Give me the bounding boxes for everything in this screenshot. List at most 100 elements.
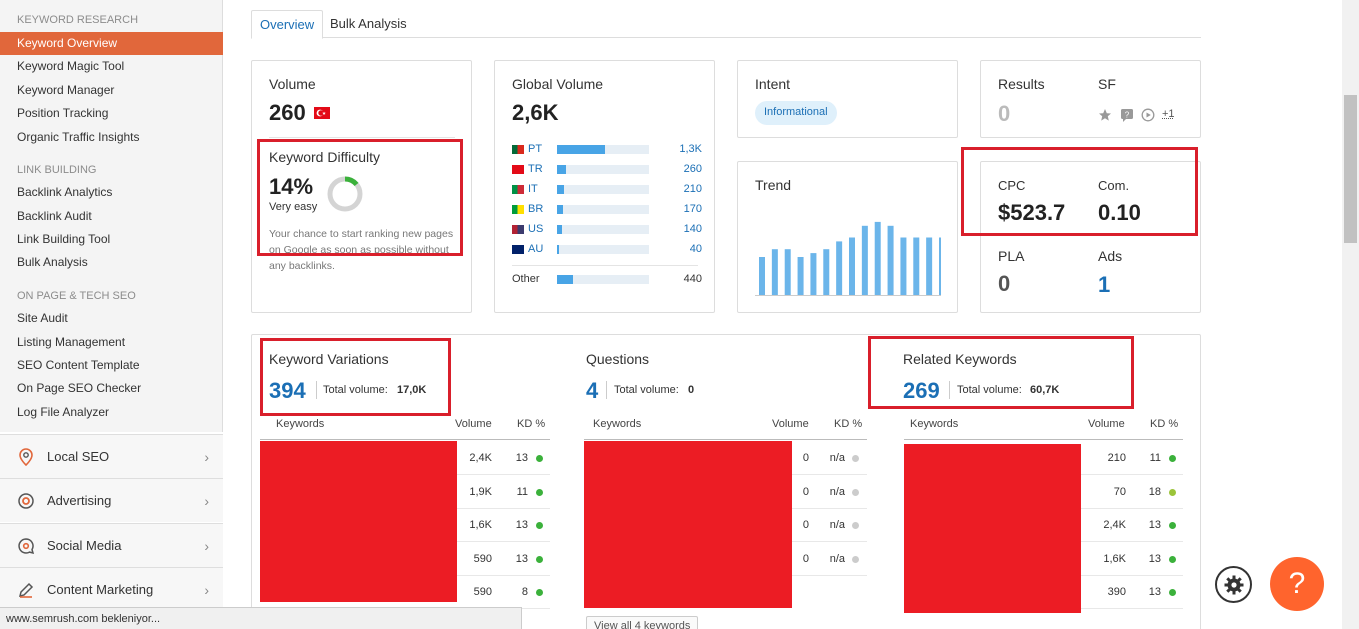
- scrollbar-thumb[interactable]: [1344, 95, 1357, 243]
- other-label: Other: [512, 273, 540, 285]
- country-code: IT: [528, 183, 538, 195]
- ads-value[interactable]: 1: [1098, 272, 1111, 297]
- variations-title[interactable]: Keyword Variations: [269, 351, 389, 367]
- related-count[interactable]: 269: [903, 378, 940, 403]
- row-kd: 13: [1148, 586, 1161, 598]
- chat-bubble-icon: [17, 537, 35, 555]
- sidebar-item-backlink-audit[interactable]: Backlink Audit: [17, 209, 92, 223]
- variations-count[interactable]: 394: [269, 378, 306, 403]
- trend-bar[interactable]: [759, 257, 765, 296]
- row-volume: 1,9K: [469, 485, 492, 498]
- sidebar-item-site-audit[interactable]: Site Audit: [17, 311, 68, 325]
- row-kd: 11: [516, 485, 528, 498]
- help-button[interactable]: ?: [1270, 557, 1324, 611]
- redacted-keywords-questions: [584, 441, 792, 608]
- sidebar-item-organic-traffic-insights[interactable]: Organic Traffic Insights: [17, 130, 140, 144]
- related-title[interactable]: Related Keywords: [903, 351, 1017, 367]
- sf-more-link[interactable]: +1: [1162, 108, 1175, 120]
- row-volume: 1,6K: [469, 519, 492, 531]
- global-volume-value: 2,6K: [512, 100, 559, 125]
- chevron-right-icon: ›: [204, 537, 209, 554]
- chevron-right-icon: ›: [204, 581, 209, 598]
- questions-count[interactable]: 4: [586, 378, 599, 403]
- col-keywords[interactable]: Keywords: [910, 418, 959, 430]
- sidebar-item-position-tracking[interactable]: Position Tracking: [17, 106, 109, 120]
- questions-title[interactable]: Questions: [586, 351, 650, 367]
- faq-icon: ?: [1120, 108, 1134, 127]
- trend-bar[interactable]: [939, 237, 941, 297]
- row-volume: 0: [802, 552, 809, 565]
- country-flag-icon: [512, 165, 524, 174]
- intent-badge: Informational: [755, 101, 837, 125]
- global-volume-row[interactable]: PT 1,3K: [512, 143, 702, 157]
- sidebar-group-local-seo[interactable]: Local SEO ›: [0, 434, 223, 478]
- sidebar-item-backlink-analytics[interactable]: Backlink Analytics: [17, 185, 113, 199]
- section-on-page-tech-seo: ON PAGE & TECH SEO: [17, 290, 136, 302]
- trend-bar[interactable]: [797, 257, 804, 296]
- variations-total-label: Total volume:: [323, 384, 388, 396]
- sidebar-group-content-marketing[interactable]: Content Marketing ›: [0, 567, 223, 611]
- redacted-keywords-related: [904, 444, 1081, 613]
- trend-label: Trend: [755, 177, 792, 193]
- tab-overview[interactable]: Overview: [251, 10, 324, 39]
- sidebar-item-bulk-analysis[interactable]: Bulk Analysis: [17, 255, 88, 269]
- view-all-questions-button[interactable]: View all 4 keywords: [586, 616, 699, 629]
- settings-button[interactable]: [1215, 566, 1252, 603]
- trend-bar[interactable]: [836, 241, 843, 296]
- country-volume: 260: [683, 163, 702, 175]
- sidebar-item-seo-content-template[interactable]: SEO Content Template: [17, 358, 140, 372]
- kd-status-dot: [536, 522, 543, 529]
- sidebar-item-keyword-overview[interactable]: Keyword Overview: [0, 32, 223, 55]
- sidebar-group-advertising[interactable]: Advertising ›: [0, 478, 223, 522]
- global-volume-row[interactable]: TR 260: [512, 163, 702, 177]
- trend-bar[interactable]: [874, 221, 881, 296]
- trend-bar[interactable]: [784, 249, 791, 296]
- sidebar-item-log-file-analyzer[interactable]: Log File Analyzer: [17, 405, 110, 419]
- trend-bar[interactable]: [810, 253, 817, 296]
- row-volume: 390: [1107, 586, 1126, 598]
- col-volume[interactable]: Volume: [1088, 418, 1125, 430]
- row-kd: n/a: [829, 485, 845, 498]
- col-volume[interactable]: Volume: [772, 418, 809, 430]
- header-underline: [260, 439, 550, 440]
- row-kd: n/a: [829, 452, 845, 464]
- col-volume[interactable]: Volume: [455, 418, 492, 430]
- trend-bar[interactable]: [861, 225, 868, 296]
- global-volume-card: Global Volume 2,6K PT 1,3K TR 260 IT 210 BR 170…: [494, 60, 715, 313]
- global-volume-row[interactable]: IT 210: [512, 183, 702, 197]
- col-keywords[interactable]: Keywords: [593, 418, 642, 430]
- col-kd[interactable]: KD %: [834, 418, 863, 430]
- global-volume-row[interactable]: BR 170: [512, 203, 702, 217]
- row-kd: 8: [521, 586, 528, 598]
- sidebar-group-label: Content Marketing: [47, 582, 154, 597]
- trend-bar[interactable]: [849, 237, 855, 297]
- sidebar-group-social-media[interactable]: Social Media ›: [0, 523, 223, 567]
- sidebar-item-keyword-magic-tool[interactable]: Keyword Magic Tool: [17, 59, 125, 73]
- trend-bar[interactable]: [913, 237, 920, 297]
- sidebar-item-on-page-seo-checker[interactable]: On Page SEO Checker: [17, 381, 142, 395]
- trend-bar[interactable]: [887, 225, 894, 296]
- row-volume: 70: [1113, 485, 1126, 498]
- tab-bulk-analysis[interactable]: Bulk Analysis: [330, 16, 407, 31]
- sidebar-item-link-building-tool[interactable]: Link Building Tool: [17, 232, 111, 246]
- kd-status-dot: [1169, 589, 1176, 596]
- trend-bar[interactable]: [771, 249, 778, 296]
- trend-bar[interactable]: [900, 237, 907, 297]
- trend-bar-chart: [755, 221, 941, 297]
- questions-total-label: Total volume:: [614, 384, 679, 396]
- global-volume-row[interactable]: US 140: [512, 223, 702, 237]
- col-kd[interactable]: KD %: [1150, 418, 1179, 430]
- trend-bar[interactable]: [823, 249, 830, 296]
- row-kd: 13: [1148, 519, 1161, 531]
- global-volume-row[interactable]: AU 40: [512, 243, 702, 257]
- row-kd: n/a: [829, 552, 845, 565]
- col-kd[interactable]: KD %: [517, 418, 546, 430]
- sidebar-item-keyword-manager[interactable]: Keyword Manager: [17, 83, 115, 97]
- turkey-flag-icon: [314, 107, 330, 119]
- col-keywords[interactable]: Keywords: [276, 418, 325, 430]
- sidebar-item-listing-management[interactable]: Listing Management: [17, 335, 126, 349]
- kd-status-dot: [852, 455, 859, 462]
- trend-bar[interactable]: [926, 237, 933, 297]
- kd-status-dot: [852, 488, 859, 496]
